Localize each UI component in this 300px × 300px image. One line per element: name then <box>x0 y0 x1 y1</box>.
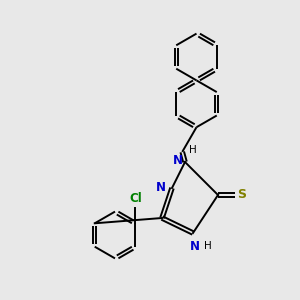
Text: S: S <box>237 188 246 202</box>
Text: H: H <box>189 146 196 155</box>
Text: N: N <box>172 154 183 167</box>
Text: N: N <box>190 240 200 253</box>
Text: Cl: Cl <box>129 192 142 205</box>
Text: N: N <box>155 181 165 194</box>
Text: H: H <box>204 242 212 251</box>
